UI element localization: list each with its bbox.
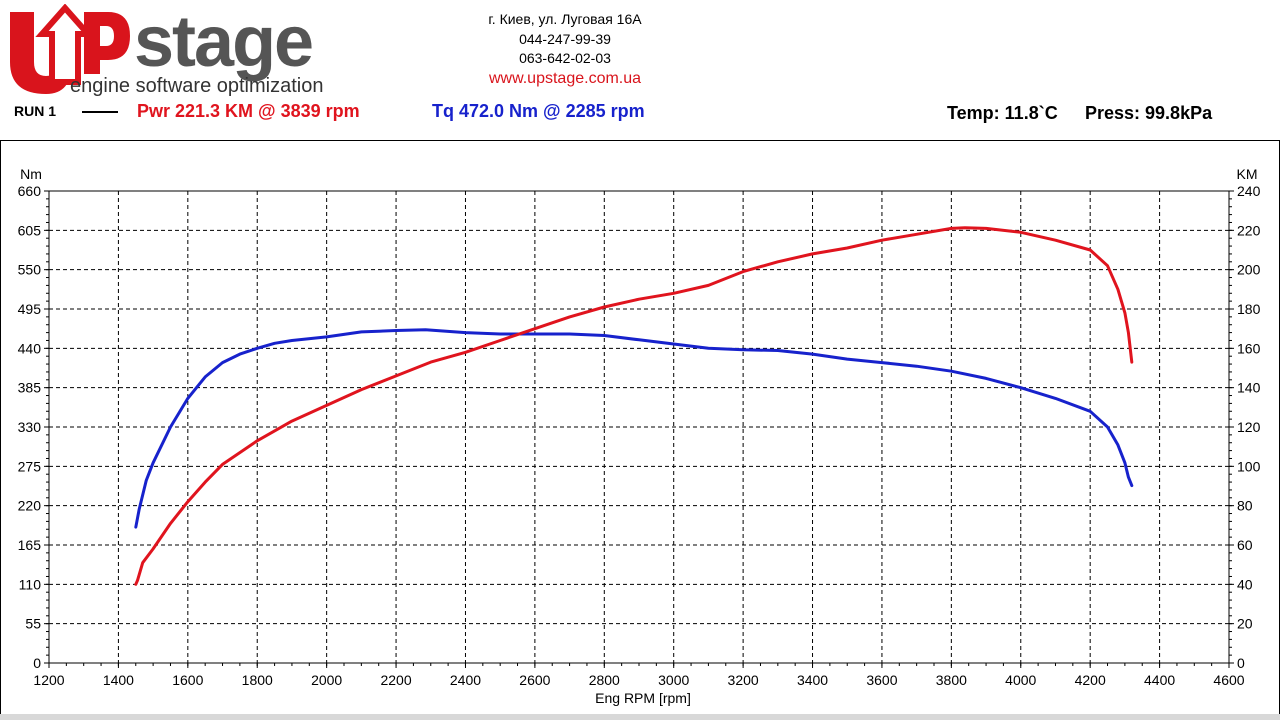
x-tick-label: 1600 (172, 672, 203, 688)
y-right-tick-label: 20 (1237, 616, 1253, 632)
run-line-swatch (82, 111, 118, 113)
y-right-tick-label: 120 (1237, 419, 1261, 435)
y-left-tick-label: 495 (18, 301, 42, 317)
y-left-tick-label: 55 (25, 616, 41, 632)
y-right-tick-label: 140 (1237, 380, 1261, 396)
x-tick-label: 2000 (311, 672, 342, 688)
y-right-tick-label: 160 (1237, 340, 1261, 356)
chart-frame: 1200 1400 1600 1800 2000 2200 2400 2600 2800 3000… (0, 140, 1280, 718)
run-label: RUN 1 (14, 103, 57, 119)
y-left-tick-label: 275 (18, 458, 42, 474)
x-tick-label: 1800 (242, 672, 273, 688)
y-left-axis-label: Nm (20, 166, 42, 182)
website-link[interactable]: www.upstage.com.ua (488, 69, 642, 87)
temperature-readout: Temp: 11.8`C (947, 103, 1058, 123)
y-right-tick-label: 40 (1237, 576, 1253, 592)
y-left-tick-label: 165 (18, 537, 42, 553)
x-tick-label: 1200 (33, 672, 64, 688)
plot-area-border (48, 190, 1230, 664)
phone-2: 063-642-02-03 (519, 50, 611, 66)
x-tick-label: 2600 (519, 672, 550, 688)
y-left-tick-label: 605 (18, 222, 42, 238)
y-right-tick-label: 200 (1237, 262, 1261, 278)
y-left-tick-label: 110 (19, 576, 42, 592)
y-right-axis-label: KM (1237, 166, 1258, 182)
logo-text: stage (134, 4, 312, 82)
y-left-tick-label: 330 (18, 419, 42, 435)
y-right-tick-label: 240 (1237, 183, 1261, 199)
pressure-readout: Press: 99.8kPa (1085, 103, 1213, 123)
x-tick-label: 2400 (450, 672, 481, 688)
y-right-tick-label: 0 (1237, 655, 1245, 671)
logo-tagline: engine software optimization (70, 75, 323, 97)
torque-summary: Tq 472.0 Nm @ 2285 rpm (432, 101, 645, 121)
address: г. Киев, ул. Луговая 16А (488, 11, 642, 27)
y-right-tick-label: 180 (1237, 301, 1261, 317)
y-right-tick-label: 220 (1237, 222, 1261, 238)
x-tick-label: 1400 (103, 672, 134, 688)
x-tick-label: 3600 (866, 672, 897, 688)
y-left-tick-label: 385 (18, 380, 42, 396)
x-tick-label: 4200 (1075, 672, 1106, 688)
torque-curve (134, 328, 1134, 529)
y-right-tick-label: 60 (1237, 537, 1253, 553)
y-left-tick-label: 220 (18, 498, 42, 514)
x-tick-label: 4000 (1005, 672, 1036, 688)
y-left-tick-label: 660 (18, 183, 42, 199)
logo-arrow-icon (35, 4, 95, 85)
x-tick-label: 4600 (1213, 672, 1244, 688)
x-tick-label: 2200 (380, 672, 411, 688)
x-tick-label: 3800 (936, 672, 967, 688)
dyno-chart: 1200 1400 1600 1800 2000 2200 2400 2600 2800 3000… (18, 166, 1261, 706)
x-tick-label: 4400 (1144, 672, 1175, 688)
power-curve (134, 226, 1134, 586)
logo-p-shape (84, 12, 130, 74)
phone-1: 044-247-99-39 (519, 30, 611, 47)
y-right-tick-label: 80 (1237, 498, 1253, 514)
x-tick-label: 3400 (797, 672, 828, 688)
bottom-scrollbar[interactable] (0, 714, 1280, 720)
x-axis-label: Eng RPM [rpm] (595, 690, 691, 706)
y-right-tick-label: 100 (1237, 458, 1261, 474)
x-tick-label: 2800 (589, 672, 620, 688)
y-left-tick-label: 0 (33, 655, 41, 671)
upstage-logo: stage engine software optimization (10, 4, 323, 97)
x-tick-label: 3200 (728, 672, 759, 688)
power-summary: Pwr 221.3 KM @ 3839 rpm (137, 101, 360, 121)
contact-block: г. Киев, ул. Луговая 16А 044-247-99-39 0… (430, 10, 700, 88)
y-left-tick-label: 550 (18, 262, 42, 278)
y-left-tick-label: 440 (18, 340, 42, 356)
x-tick-label: 3000 (658, 672, 689, 688)
